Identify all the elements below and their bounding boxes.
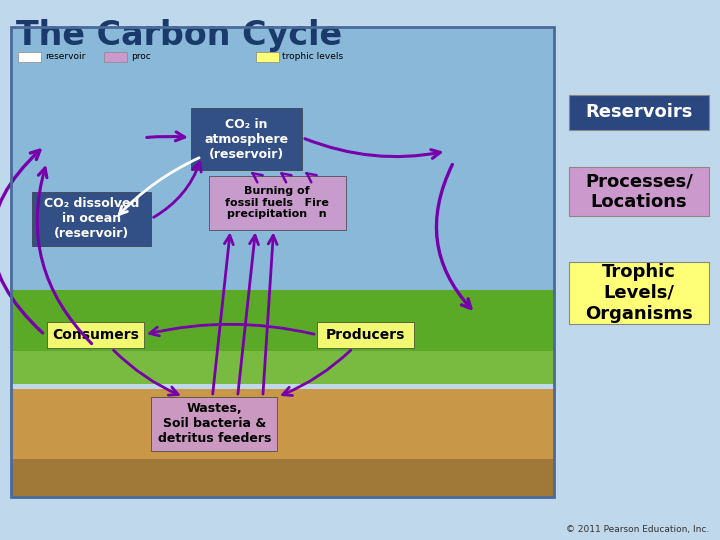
Text: reservoir: reservoir bbox=[45, 52, 85, 61]
Text: © 2011 Pearson Education, Inc.: © 2011 Pearson Education, Inc. bbox=[566, 524, 709, 534]
Text: Processes/
Locations: Processes/ Locations bbox=[585, 172, 693, 211]
Text: proc: proc bbox=[131, 52, 150, 61]
Bar bbox=[104, 52, 127, 62]
Bar bbox=[11, 459, 554, 497]
Bar bbox=[32, 192, 151, 246]
Bar bbox=[18, 52, 41, 62]
Bar bbox=[11, 351, 554, 384]
Bar bbox=[569, 94, 709, 130]
Text: CO₂ dissolved
in ocean
(reservoir): CO₂ dissolved in ocean (reservoir) bbox=[44, 197, 140, 240]
Bar bbox=[256, 52, 279, 62]
Bar bbox=[11, 27, 554, 290]
Text: Producers: Producers bbox=[325, 328, 405, 342]
Bar bbox=[569, 167, 709, 216]
Bar bbox=[151, 397, 277, 451]
Text: Trophic
Levels/
Organisms: Trophic Levels/ Organisms bbox=[585, 263, 693, 323]
Bar bbox=[11, 27, 554, 497]
Text: Consumers: Consumers bbox=[52, 328, 139, 342]
Text: CO₂ in
atmosphere
(reservoir): CO₂ in atmosphere (reservoir) bbox=[204, 118, 289, 160]
Text: Burning of
fossil fuels   Fire
precipitation   n: Burning of fossil fuels Fire precipitati… bbox=[225, 186, 329, 219]
Bar bbox=[11, 389, 554, 497]
Bar bbox=[209, 176, 346, 230]
Bar bbox=[11, 290, 554, 356]
Text: Wastes,
Soil bacteria &
detritus feeders: Wastes, Soil bacteria & detritus feeders bbox=[158, 402, 271, 446]
Bar bbox=[317, 322, 414, 348]
Text: Reservoirs: Reservoirs bbox=[585, 103, 693, 121]
Text: The Carbon Cycle: The Carbon Cycle bbox=[16, 19, 342, 52]
Bar bbox=[569, 262, 709, 324]
Bar bbox=[191, 108, 302, 170]
Bar bbox=[47, 322, 144, 348]
Text: trophic levels: trophic levels bbox=[282, 52, 343, 61]
